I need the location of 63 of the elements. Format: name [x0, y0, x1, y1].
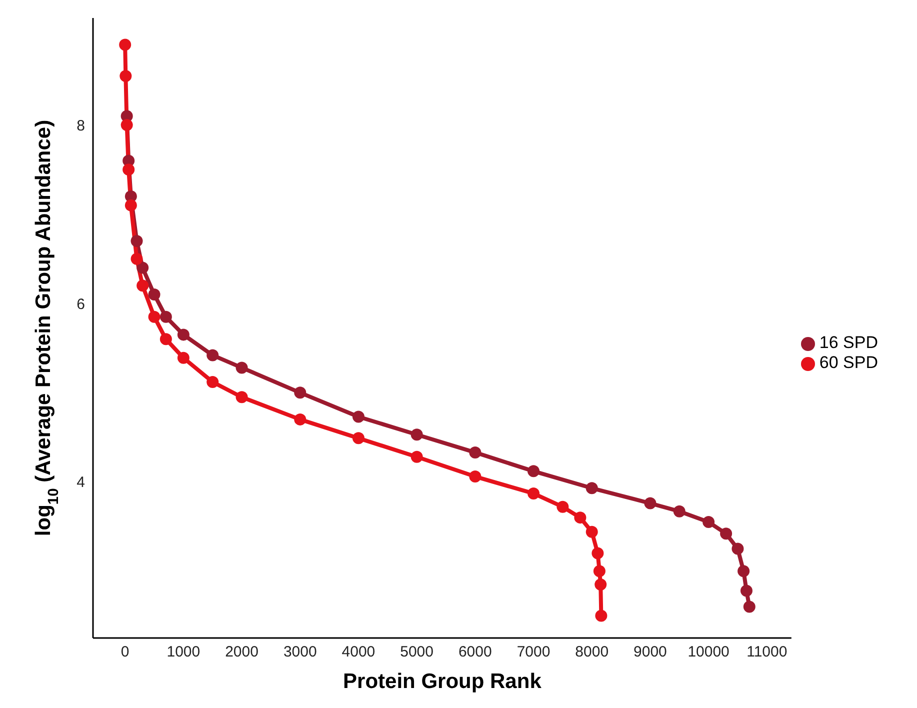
- x-tick-label: 1000: [166, 644, 200, 661]
- y-tick-label: 4: [76, 474, 85, 492]
- x-tick-label: 5000: [400, 644, 434, 661]
- point: [644, 497, 656, 510]
- point: [136, 262, 149, 274]
- y-tick-label: 8: [76, 117, 85, 134]
- point: [352, 410, 364, 423]
- point: [160, 310, 172, 323]
- point: [206, 349, 219, 362]
- x-tick-label: 2000: [225, 644, 258, 661]
- point: [130, 252, 143, 265]
- point: [743, 600, 756, 613]
- point: [595, 610, 608, 622]
- point: [738, 565, 750, 578]
- point: [294, 386, 306, 399]
- point: [236, 362, 248, 374]
- x-tick-label: 4000: [342, 644, 376, 661]
- point: [352, 432, 364, 444]
- point: [294, 413, 306, 426]
- point: [236, 391, 248, 404]
- point: [556, 500, 569, 513]
- point: [136, 280, 149, 292]
- point: [702, 516, 715, 528]
- x-tick-label: 10000: [688, 644, 730, 661]
- x-tick-label: 8000: [575, 644, 609, 661]
- point: [148, 288, 160, 301]
- x-tick-label: 6000: [458, 644, 492, 661]
- point: [594, 578, 607, 590]
- point: [122, 164, 135, 176]
- point: [120, 119, 133, 132]
- point: [592, 547, 604, 560]
- point: [177, 352, 190, 364]
- x-tick-label: 11000: [746, 644, 788, 661]
- point: [469, 446, 482, 458]
- legend-label: 16 SPD: [819, 333, 878, 352]
- point: [469, 470, 482, 483]
- x-tick-label: 7000: [516, 644, 550, 661]
- point: [177, 328, 190, 341]
- point: [130, 235, 143, 248]
- point: [574, 512, 586, 524]
- x-tick-label: 0: [120, 644, 130, 661]
- y-tick-label: 6: [76, 296, 85, 313]
- x-tick-label: 9000: [634, 644, 667, 661]
- point: [148, 310, 160, 323]
- point: [528, 465, 540, 478]
- point: [206, 376, 219, 388]
- point: [586, 526, 598, 538]
- point: [124, 199, 137, 212]
- x-tick-label: 3000: [283, 644, 317, 661]
- point: [160, 333, 172, 346]
- point: [732, 542, 744, 555]
- x-axis-title: Protein Group Rank: [343, 670, 542, 693]
- point: [720, 528, 732, 540]
- point: [528, 487, 540, 500]
- legend-label: 60 SPD: [819, 353, 878, 372]
- point: [120, 70, 132, 82]
- point: [410, 428, 423, 441]
- point: [673, 505, 686, 518]
- point: [410, 450, 423, 463]
- point: [119, 38, 132, 51]
- point: [593, 565, 606, 578]
- point: [740, 584, 752, 597]
- point: [586, 482, 598, 494]
